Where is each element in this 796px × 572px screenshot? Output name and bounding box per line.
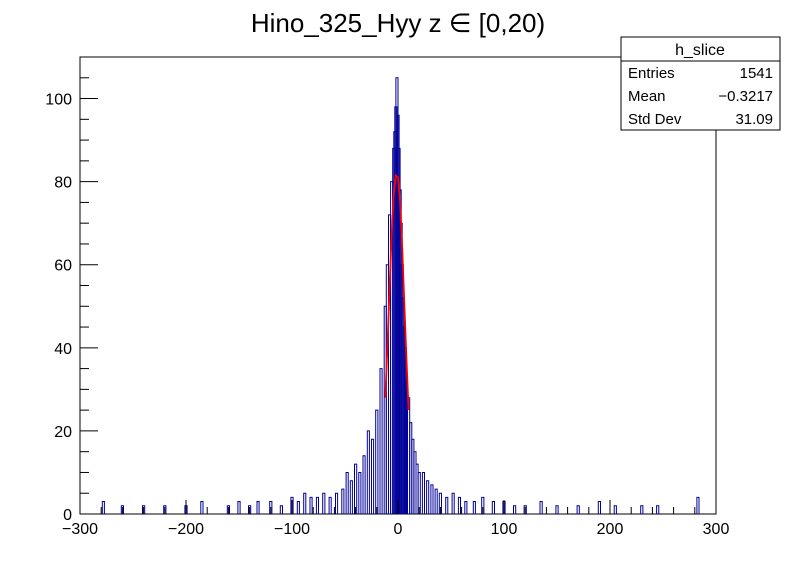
histogram-bin <box>445 496 449 514</box>
stats-box-title: h_slice <box>675 42 725 59</box>
histogram-bin <box>513 505 517 514</box>
y-tick-label: 80 <box>54 175 72 192</box>
histogram-bin <box>328 496 332 514</box>
histogram-bin <box>120 505 124 514</box>
stats-value-mean: −0.3217 <box>718 88 773 105</box>
histogram-bin <box>481 496 485 514</box>
y-tick-label: 40 <box>54 341 72 358</box>
histogram-bin <box>491 501 495 514</box>
histogram-bin <box>248 505 252 514</box>
histogram-bin <box>354 463 358 514</box>
histogram-bin <box>457 496 461 514</box>
x-tick-label: −100 <box>274 521 310 538</box>
histogram-bin <box>371 438 375 514</box>
histogram-bin <box>375 409 379 514</box>
histogram-bin <box>613 505 617 514</box>
y-tick-label: 100 <box>45 92 72 109</box>
histogram-bin <box>163 505 167 514</box>
stats-box: h_slice Entries 1541 Mean −0.3217 Std De… <box>620 36 781 131</box>
histogram-bin <box>256 501 260 514</box>
histogram-bin <box>539 501 543 514</box>
histogram-bin <box>303 492 307 514</box>
stats-label-std-dev: Std Dev <box>628 111 682 128</box>
x-tick-label: 300 <box>703 521 730 538</box>
histogram-bin <box>430 484 434 514</box>
x-tick-label: 200 <box>597 521 624 538</box>
histogram-bin <box>597 501 601 514</box>
histogram-bin <box>290 496 294 514</box>
histogram-bin <box>269 501 273 514</box>
histogram-bin <box>656 505 660 514</box>
histogram-bin <box>555 505 559 514</box>
histogram-bin <box>142 505 146 514</box>
histogram-bin <box>335 492 339 514</box>
histogram-bin <box>345 472 349 514</box>
histogram-bin <box>417 472 421 514</box>
histogram-bin <box>226 505 230 514</box>
histogram-bin <box>379 368 383 514</box>
histogram-bin <box>696 496 700 514</box>
fit-line <box>384 173 410 411</box>
x-tick-label: 0 <box>394 521 403 538</box>
histogram-bin <box>434 488 438 514</box>
histogram-bin <box>296 501 300 514</box>
histogram-bin <box>322 492 326 514</box>
histogram-bin <box>438 492 442 514</box>
gaussian-fit-series <box>384 173 410 411</box>
histogram-bin <box>279 505 283 514</box>
histogram-bin <box>576 505 580 514</box>
x-tick-label: −200 <box>168 521 204 538</box>
histogram-series <box>101 77 700 514</box>
stats-label-mean: Mean <box>628 88 666 105</box>
histogram-bin <box>523 505 527 514</box>
histogram-bin <box>366 430 370 514</box>
histogram-bin <box>426 480 430 514</box>
stats-box-frame <box>620 36 781 131</box>
axes: −300 −200 −100 0 100 200 300 0 20 40 60 80 100 <box>45 56 730 538</box>
chart-title: Hino_325_Hyy z ∈ [0,20) <box>251 8 545 38</box>
y-tick-label: 60 <box>54 258 72 275</box>
histogram-bin <box>341 488 345 514</box>
histogram-bin <box>362 455 366 514</box>
histogram-bin <box>237 501 241 514</box>
stats-value-std-dev: 31.09 <box>735 111 773 128</box>
stats-label-entries: Entries <box>628 65 675 82</box>
histogram-bin <box>421 472 425 514</box>
x-tick-label: −300 <box>62 521 98 538</box>
y-tick-label: 20 <box>54 424 72 441</box>
y-tick-label: 0 <box>63 507 72 524</box>
histogram-bin <box>315 496 319 514</box>
histogram-bin <box>200 501 204 514</box>
histogram-bin <box>640 505 644 514</box>
histogram-bin <box>309 496 313 514</box>
histogram-bin <box>451 492 455 514</box>
x-tick-label: 100 <box>491 521 518 538</box>
stats-value-entries: 1541 <box>740 65 773 82</box>
histogram-bin <box>358 472 362 514</box>
histogram-bin <box>101 501 105 514</box>
histogram-bin <box>472 501 476 514</box>
histogram-bin <box>464 501 468 514</box>
histogram-bin <box>349 480 353 514</box>
